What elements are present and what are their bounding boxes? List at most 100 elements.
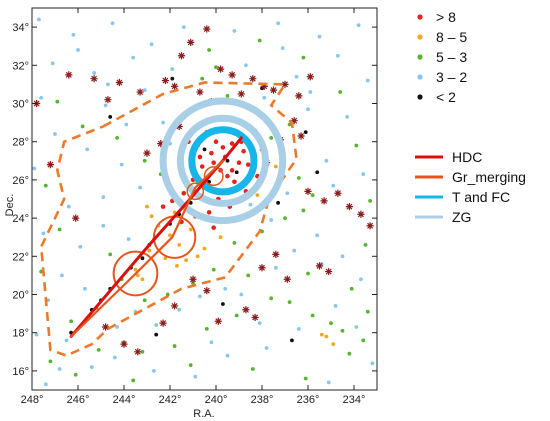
point — [200, 76, 205, 81]
point — [269, 296, 274, 301]
star-marker — [269, 86, 278, 94]
point — [220, 145, 226, 150]
point — [285, 191, 290, 196]
star-marker — [104, 96, 112, 104]
point — [255, 193, 260, 198]
point — [138, 185, 143, 190]
point — [149, 42, 154, 47]
star-marker — [171, 302, 179, 310]
point — [336, 53, 340, 58]
point — [303, 130, 308, 135]
point — [232, 179, 237, 185]
point — [244, 63, 248, 68]
point — [64, 338, 69, 343]
legend-marker — [417, 54, 423, 60]
point — [287, 122, 292, 127]
y-tick-label: 32° — [12, 60, 29, 72]
point — [57, 227, 62, 232]
point — [225, 158, 230, 163]
point — [198, 294, 202, 299]
star-marker — [115, 78, 123, 87]
ring-zg — [159, 97, 287, 225]
point — [211, 160, 216, 166]
legend-label: < 2 — [436, 89, 456, 105]
y-tick-label: 20° — [12, 290, 29, 302]
boundary-line — [39, 81, 298, 358]
line-gr-merging — [69, 159, 224, 338]
y-tick-label: 18° — [12, 328, 29, 340]
point — [106, 82, 110, 87]
legend-label: Gr_merging — [452, 169, 526, 185]
axes: 248° 246° 244° 242° 240° 238° 236° 234° 16° 18° 20… — [12, 7, 378, 406]
point — [310, 313, 315, 318]
point — [356, 23, 361, 28]
point — [188, 227, 193, 232]
point — [234, 170, 239, 175]
point — [211, 267, 216, 272]
point — [365, 309, 370, 314]
series-3 — [32, 17, 375, 387]
star-marker — [65, 71, 73, 79]
point — [149, 214, 154, 219]
ring-t-and-fc — [188, 126, 258, 196]
legend-label: 3 – 2 — [436, 69, 467, 85]
point — [329, 321, 333, 326]
point — [57, 367, 62, 371]
point — [170, 67, 175, 72]
plot-contents — [32, 17, 375, 387]
point — [345, 114, 349, 119]
star-marker — [228, 71, 236, 79]
point — [347, 351, 352, 356]
point — [39, 95, 44, 100]
point — [301, 55, 306, 60]
star-marker — [290, 117, 298, 125]
point — [142, 158, 147, 163]
x-tick-label: 244° — [113, 394, 136, 406]
star-marker — [320, 197, 328, 205]
x-tick-label: 248° — [21, 394, 44, 406]
star-marker — [251, 313, 259, 322]
point — [160, 204, 166, 209]
ring-gr-merging — [186, 182, 205, 201]
point — [354, 325, 359, 329]
ring-zg — [176, 114, 269, 207]
point — [34, 332, 39, 337]
star-marker — [177, 52, 186, 60]
point — [140, 277, 145, 282]
y-tick-label: 26° — [12, 175, 29, 187]
x-tick-label: 234° — [343, 394, 366, 406]
point — [315, 170, 320, 175]
point — [204, 326, 209, 331]
point — [306, 107, 310, 112]
point — [370, 361, 375, 366]
point — [324, 334, 329, 339]
point — [53, 132, 57, 136]
point — [78, 244, 83, 249]
point — [43, 183, 48, 188]
y-tick-label: 24° — [12, 213, 29, 225]
point — [83, 286, 87, 291]
star-marker — [260, 82, 268, 90]
point — [241, 148, 246, 154]
point — [294, 74, 299, 79]
point — [85, 147, 90, 152]
star-marker — [281, 80, 289, 88]
point — [225, 173, 230, 179]
star-marker — [306, 73, 314, 81]
star-marker — [325, 267, 333, 276]
star-marker — [203, 287, 211, 295]
y-tick-label: 22° — [12, 251, 29, 263]
point — [131, 378, 136, 383]
point — [276, 21, 280, 26]
point — [71, 32, 76, 37]
point — [232, 29, 237, 33]
star-marker — [345, 203, 353, 211]
star-marker — [242, 306, 250, 314]
point — [283, 216, 287, 221]
star-marker — [189, 275, 197, 283]
x-tick-label: 236° — [297, 394, 320, 406]
point — [184, 258, 189, 263]
point — [142, 298, 147, 303]
point — [319, 332, 324, 337]
legend-marker — [417, 74, 423, 80]
